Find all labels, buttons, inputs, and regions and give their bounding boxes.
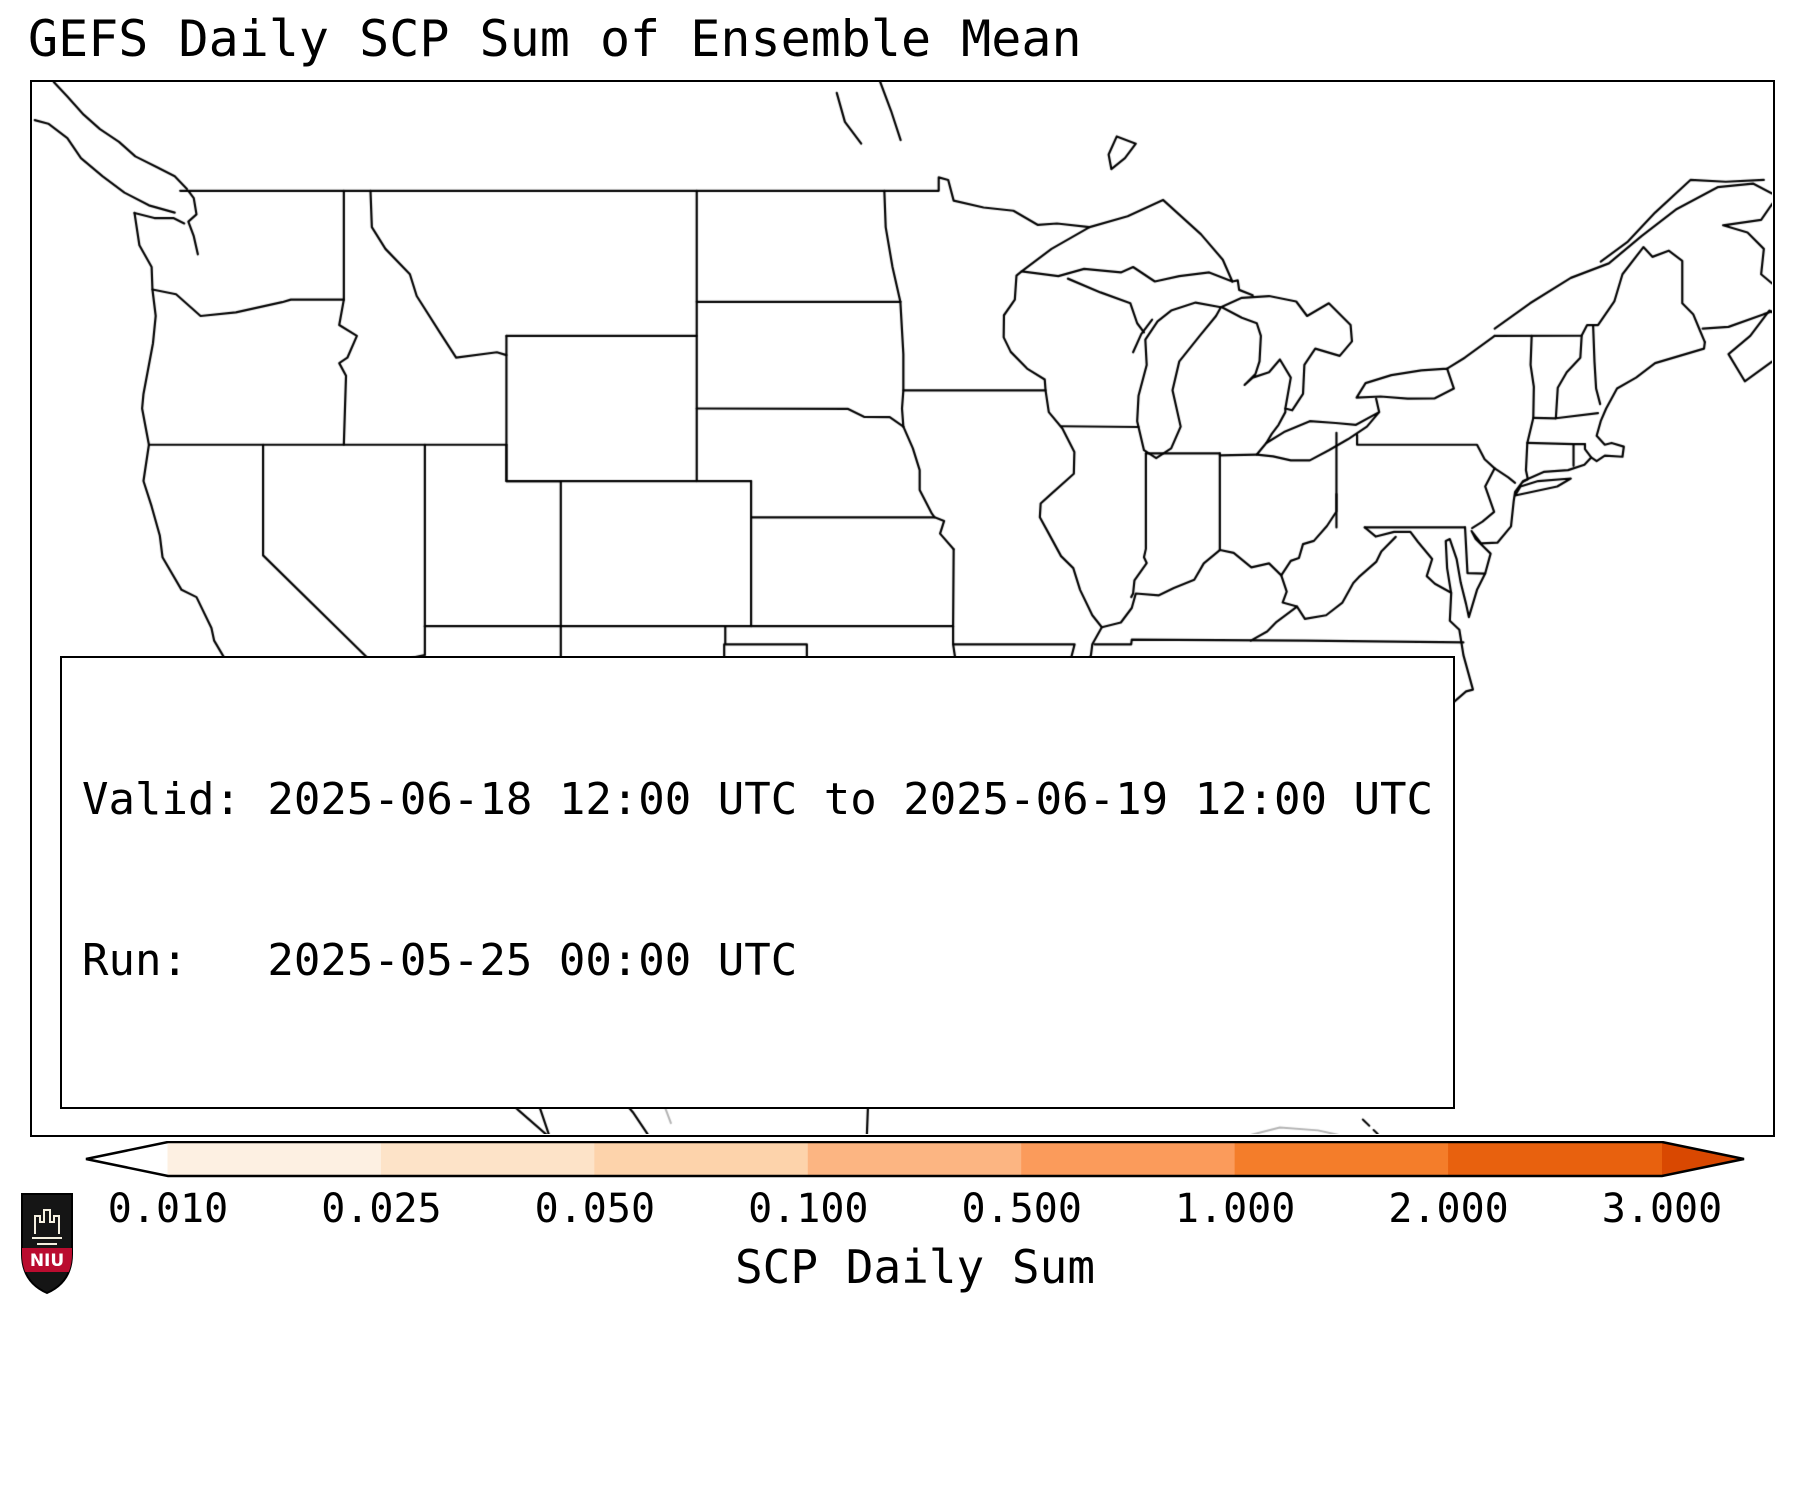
- colorbar-tick: 0.500: [961, 1186, 1082, 1232]
- colorbar-tick: 0.050: [534, 1186, 656, 1232]
- colorbar-tick: 3.000: [1601, 1186, 1723, 1232]
- colorbar-tick: 0.010: [107, 1186, 229, 1232]
- colorbar-label: SCP Daily Sum: [734, 1240, 1096, 1294]
- colorbar-tick: 0.100: [748, 1186, 869, 1232]
- niu-logo: NIU: [21, 1193, 73, 1295]
- plot-title: GEFS Daily SCP Sum of Ensemble Mean: [28, 10, 1082, 68]
- map-panel: Valid: 2025-06-18 12:00 UTC to 2025-06-1…: [30, 80, 1775, 1137]
- castle-icon: [32, 1209, 62, 1245]
- colorbar-tick: 1.000: [1174, 1186, 1296, 1232]
- colorbar-tick: 2.000: [1388, 1186, 1509, 1232]
- colorbar: [85, 1141, 1745, 1178]
- run-time-text: Run: 2025-05-25 00:00 UTC: [82, 934, 798, 986]
- colorbar-tick: 0.025: [321, 1186, 442, 1232]
- niu-banner: [22, 1248, 72, 1272]
- valid-time-text: Valid: 2025-06-18 12:00 UTC to 2025-06-1…: [82, 773, 1434, 825]
- niu-logo-text: NIU: [30, 1251, 64, 1271]
- validity-info-box: Valid: 2025-06-18 12:00 UTC to 2025-06-1…: [60, 655, 1456, 1109]
